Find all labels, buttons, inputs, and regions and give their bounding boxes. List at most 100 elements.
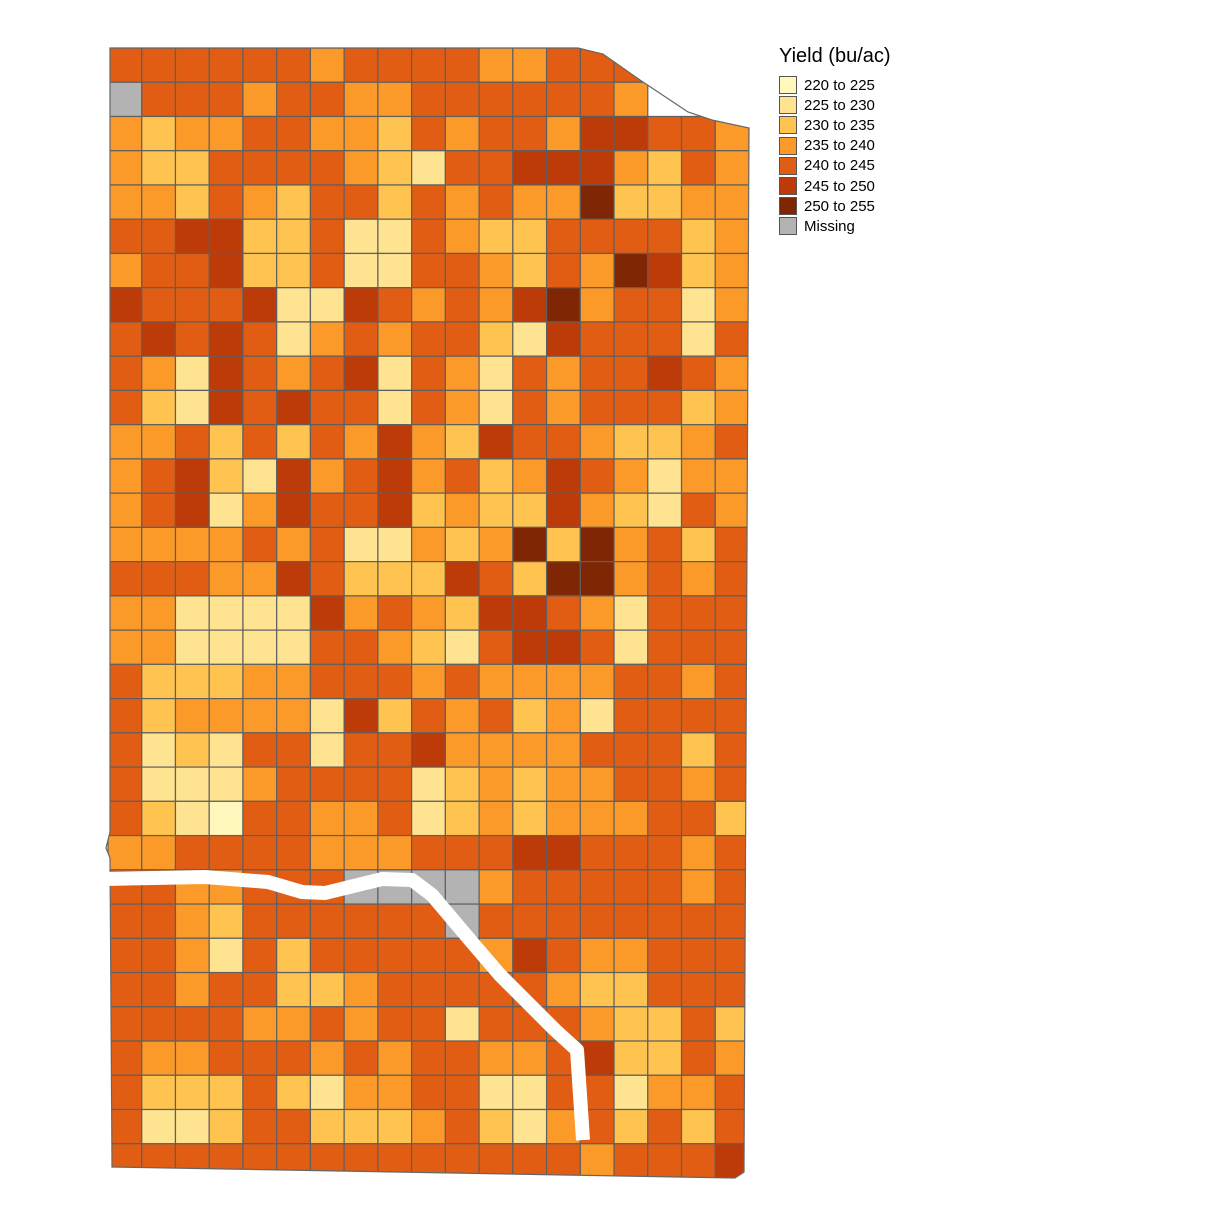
yield-cell [714, 937, 749, 974]
yield-cell [276, 1040, 312, 1076]
yield-cell [613, 561, 649, 597]
yield-cell [208, 81, 244, 118]
yield-cell [141, 1143, 177, 1178]
yield-cell [545, 971, 581, 1008]
yield-cell [613, 800, 649, 837]
yield-cell [545, 1143, 581, 1178]
legend-swatch [779, 156, 797, 175]
yield-cell [174, 424, 210, 460]
yield-cell [579, 800, 615, 837]
yield-cell [208, 321, 244, 357]
yield-cell [444, 218, 480, 255]
yield-cell [647, 1108, 683, 1145]
legend-item: 240 to 245 [779, 156, 891, 176]
yield-cell [478, 321, 514, 357]
yield-cell [512, 252, 548, 289]
waterway-edge [103, 871, 589, 1141]
yield-cell [411, 458, 446, 494]
yield-cell [444, 869, 480, 905]
yield-cell [680, 903, 716, 939]
yield-cell [579, 1040, 615, 1076]
yield-cell [579, 937, 615, 974]
yield-cell [411, 1074, 446, 1111]
yield-cell [174, 218, 210, 255]
yield-cell [545, 732, 581, 768]
yield-cell [613, 903, 649, 939]
yield-cell [579, 389, 615, 426]
yield-cell [579, 115, 615, 152]
yield-cell [343, 1006, 379, 1042]
yield-cell [647, 458, 683, 494]
yield-cell [343, 287, 379, 323]
yield-cell [343, 834, 379, 871]
yield-cell [141, 48, 177, 83]
yield-cell [478, 663, 514, 700]
yield-cell [276, 732, 312, 768]
yield-cell [512, 629, 548, 665]
yield-cell [309, 424, 345, 460]
yield-cell [613, 1040, 649, 1076]
yield-cell [647, 355, 683, 392]
yield-cell [478, 1040, 514, 1076]
yield-cell [276, 150, 312, 186]
yield-cell [647, 389, 683, 426]
yield-cell [579, 766, 615, 802]
yield-cell [309, 1006, 345, 1042]
yield-cell [714, 287, 749, 323]
yield-cell [478, 1006, 514, 1042]
map-legend: Yield (bu/ac) 220 to 225 225 to 230 230 to… [779, 43, 891, 237]
yield-cell [343, 321, 379, 357]
field-boundary [105, 47, 750, 1179]
yield-cell [613, 834, 649, 871]
yield-cell [545, 81, 581, 118]
yield-cell [714, 595, 749, 631]
yield-cell [444, 389, 480, 426]
yield-cell [512, 526, 548, 563]
yield-cell [242, 184, 278, 220]
legend-items: 220 to 225 225 to 230 230 to 235 235 to 240… [779, 75, 891, 237]
yield-cell [545, 389, 581, 426]
yield-cell [377, 48, 413, 83]
yield-cell [107, 629, 143, 665]
yield-cell [579, 81, 615, 118]
yield-cell [377, 492, 413, 528]
yield-cell [411, 732, 446, 768]
yield-cell [343, 971, 379, 1008]
yield-cell [141, 971, 177, 1008]
yield-cell [377, 766, 413, 802]
yield-cell [208, 903, 244, 939]
yield-cell [444, 287, 480, 323]
yield-cell [613, 1006, 649, 1042]
legend-label: 235 to 240 [804, 137, 875, 155]
yield-cell [512, 115, 548, 152]
yield-cell [411, 81, 446, 118]
yield-cell [309, 698, 345, 734]
yield-cell [343, 48, 379, 83]
yield-cell [107, 81, 143, 118]
yield-cell [512, 766, 548, 802]
yield-cell [444, 629, 480, 665]
yield-cell [276, 1074, 312, 1111]
yield-cell [208, 218, 244, 255]
yield-cell [613, 971, 649, 1008]
yield-cell [714, 355, 749, 392]
yield-cell [647, 115, 683, 152]
yield-cell [579, 629, 615, 665]
yield-cell [377, 150, 413, 186]
yield-cell [680, 1006, 716, 1042]
yield-cell [478, 766, 514, 802]
yield-cell [714, 732, 749, 768]
yield-cell [411, 424, 446, 460]
yield-cell [107, 218, 143, 255]
yield-cell [512, 595, 548, 631]
yield-cell [208, 492, 244, 528]
yield-cell [680, 834, 716, 871]
yield-cell [309, 595, 345, 631]
yield-cell [141, 115, 177, 152]
yield-cell [242, 595, 278, 631]
yield-cell [343, 561, 379, 597]
yield-cell [680, 869, 716, 905]
yield-cell [141, 629, 177, 665]
yield-cell [141, 937, 177, 974]
yield-cell [512, 1108, 548, 1145]
